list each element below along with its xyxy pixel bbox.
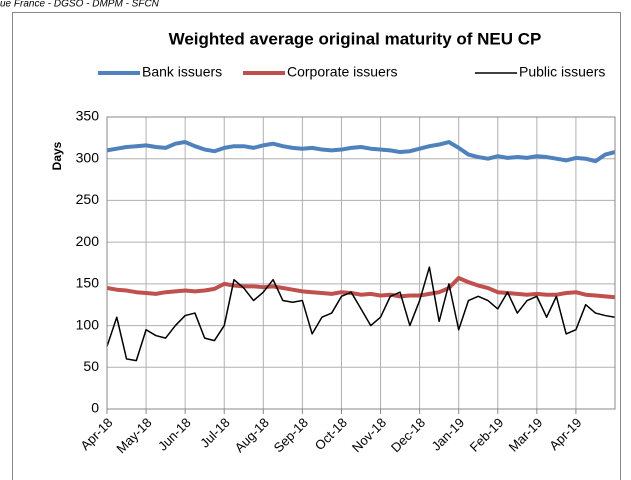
lines — [106, 140, 616, 362]
y-tick-label: 300 — [76, 149, 100, 165]
x-tick-label: May-18 — [113, 415, 154, 456]
x-tick-label: Mar-19 — [506, 415, 546, 455]
x-tick-label: Feb-19 — [467, 415, 507, 455]
x-tick-label: Dec-18 — [388, 415, 428, 455]
y-tick-label: 250 — [76, 191, 100, 207]
chart-frame — [12, 12, 621, 480]
x-tick-label: Nov-18 — [349, 415, 389, 455]
y-tick-label: 50 — [83, 358, 99, 374]
legend-label: Corporate issuers — [287, 64, 398, 80]
x-tick-label: Jan-19 — [429, 415, 468, 454]
x-tick-label: Jul-18 — [197, 415, 233, 451]
x-tick-label: Oct-18 — [312, 415, 350, 453]
legend-label: Public issuers — [519, 64, 605, 80]
x-tick-label: Aug-18 — [232, 415, 272, 455]
series-line — [106, 276, 616, 300]
x-tick-label: Jun-18 — [155, 415, 194, 454]
y-axis-label: Days — [50, 141, 64, 170]
y-tick-label: 0 — [91, 400, 99, 416]
y-tick-label: 350 — [76, 108, 100, 124]
series-line — [106, 266, 616, 362]
x-tick-label: Sep-18 — [271, 415, 311, 455]
y-tick-label: 100 — [76, 316, 100, 332]
legend-label: Bank issuers — [142, 64, 222, 80]
y-tick-label: 200 — [76, 233, 100, 249]
source-note: ue France - DGSO - DMPM - SFCN — [0, 0, 160, 10]
chart-title: Weighted average original maturity of NE… — [169, 29, 542, 48]
plot-frame — [106, 116, 616, 410]
grid — [106, 116, 615, 410]
y-tick-label: 150 — [76, 275, 100, 291]
series-line — [106, 140, 616, 164]
x-tick-label: Apr-19 — [546, 415, 584, 453]
x-tick-label: Apr-18 — [77, 415, 115, 453]
